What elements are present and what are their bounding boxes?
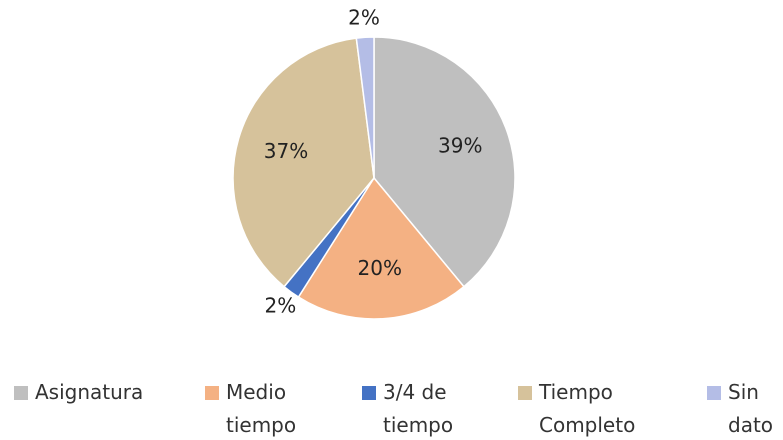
legend-item: Medio tiempo xyxy=(205,376,325,440)
data-label: 2% xyxy=(348,5,380,29)
legend-label: Medio tiempo xyxy=(226,380,297,437)
legend-item: Asignatura xyxy=(14,376,194,409)
legend-item: Tiempo Completo xyxy=(518,376,668,440)
legend-label: Sin dato xyxy=(728,380,774,437)
legend-item: 3/4 de tiempo xyxy=(362,376,482,440)
legend-swatch xyxy=(362,386,376,400)
legend-swatch xyxy=(518,386,532,400)
legend-swatch xyxy=(205,386,219,400)
data-label: 2% xyxy=(264,293,296,317)
pie-slice xyxy=(232,37,375,288)
pie-slice xyxy=(355,36,375,179)
legend-label: Asignatura xyxy=(35,380,144,404)
legend-swatch xyxy=(14,386,28,400)
legend-swatch xyxy=(707,386,721,400)
data-label: 39% xyxy=(438,133,482,157)
legend-label: 3/4 de tiempo xyxy=(383,380,454,437)
data-label: 20% xyxy=(358,256,402,280)
legend: Asignatura Medio tiempo 3/4 de tiempo Tiemp… xyxy=(0,376,783,440)
legend-item: Sin dato xyxy=(707,376,777,440)
pie-slice xyxy=(373,36,516,288)
pie-slice xyxy=(297,176,465,320)
pie-area: 39% 20% 2% 37% 2% xyxy=(232,5,516,320)
legend-label: Tiempo Completo xyxy=(539,380,636,437)
data-label: 37% xyxy=(264,139,308,163)
